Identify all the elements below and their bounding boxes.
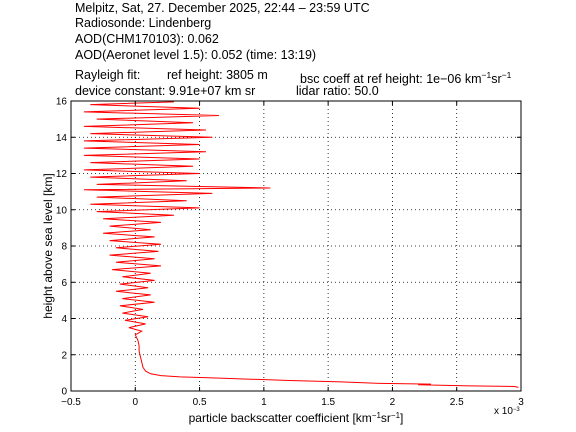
bsc-coeff-sup1: −1 [481, 70, 492, 80]
x-multiplier-base: x 10 [494, 406, 513, 417]
x-multiplier-exponent: −3 [513, 407, 521, 413]
y-tick-label: 0 [61, 387, 67, 398]
ref-height-text: ref height: 3805 m [167, 68, 268, 82]
bsc-coeff-text: bsc coeff at ref height: 1e−06 km−1sr−1 [300, 68, 511, 86]
bsc-coeff-mid: sr [491, 72, 502, 86]
y-tick-label: 12 [56, 169, 68, 180]
x-axis-label-part: ] [400, 411, 403, 425]
y-tick-label: 2 [61, 350, 67, 361]
x-tick-label: 2 [390, 397, 396, 408]
y-axis-label: height above sea level [km] [41, 173, 55, 318]
rayleigh-fit-label: Rayleigh fit: [75, 68, 141, 82]
title-line-radiosonde: Radiosonde: Lindenberg [75, 16, 212, 30]
x-tick-label: 0.5 [193, 397, 207, 408]
x-tick-label: −0.5 [61, 397, 81, 408]
x-tick-label: 0 [133, 397, 139, 408]
y-tick-label: 14 [56, 133, 68, 144]
x-tick-label: 1 [261, 397, 267, 408]
y-tick-label: 6 [61, 278, 67, 289]
x-axis-label-part: particle backscatter coefficient [km [189, 411, 372, 425]
x-tick-label: 2.5 [450, 397, 464, 408]
x-tick-label: 3 [518, 397, 524, 408]
y-tick-label: 16 [56, 97, 68, 108]
backscatter-profile-line [83, 101, 519, 388]
title-line-aod-chm: AOD(CHM170103): 0.062 [75, 32, 219, 46]
x-axis-label-superscript: −1 [372, 411, 382, 420]
y-tick-label: 10 [56, 205, 68, 216]
title-line-aod-aeronet: AOD(Aeronet level 1.5): 0.052 (time: 13:… [75, 48, 317, 62]
x-axis-label-part: sr [381, 411, 391, 425]
device-constant-text: device constant: 9.91e+07 km sr [75, 84, 256, 98]
x-axis-label: particle backscatter coefficient [km−1sr… [189, 411, 404, 426]
x-tick-label: 1.5 [321, 397, 335, 408]
y-tick-label: 4 [61, 314, 67, 325]
bsc-coeff-sup2: −1 [501, 70, 512, 80]
x-axis-multiplier: x 10−3 [494, 406, 520, 417]
y-tick-label: 8 [61, 242, 67, 253]
lidar-ratio-text: lidar ratio: 50.0 [296, 84, 379, 98]
title-line-location-time: Melpitz, Sat, 27. December 2025, 22:44 –… [75, 1, 370, 15]
series-layer [83, 101, 519, 388]
bsc-coeff-prefix: bsc coeff at ref height: 1e−06 km [300, 72, 482, 86]
x-axis-label-superscript: −1 [391, 411, 401, 420]
